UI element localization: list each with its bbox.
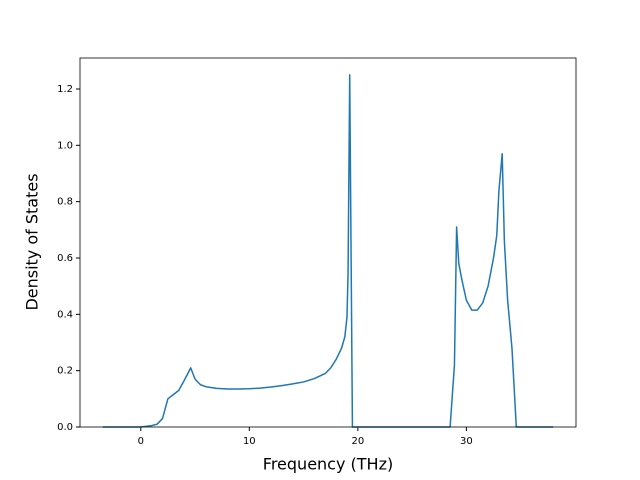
x-tick-label: 0 — [138, 436, 144, 447]
x-tick-label: 30 — [460, 436, 473, 447]
y-tick-label: 0.8 — [57, 197, 73, 208]
x-tick-label: 20 — [351, 436, 364, 447]
y-tick-label: 0.0 — [57, 422, 73, 433]
x-tick-label: 10 — [243, 436, 256, 447]
y-tick-label: 0.2 — [57, 366, 73, 377]
y-axis-label: Density of States — [23, 173, 42, 310]
y-tick-label: 1.2 — [57, 84, 73, 95]
plot-frame — [79, 57, 577, 428]
y-tick-label: 1.0 — [57, 140, 73, 151]
y-tick-label: 0.4 — [57, 309, 73, 320]
x-axis-label: Frequency (THz) — [263, 455, 393, 474]
y-tick-label: 0.6 — [57, 253, 73, 264]
line — [102, 74, 554, 428]
